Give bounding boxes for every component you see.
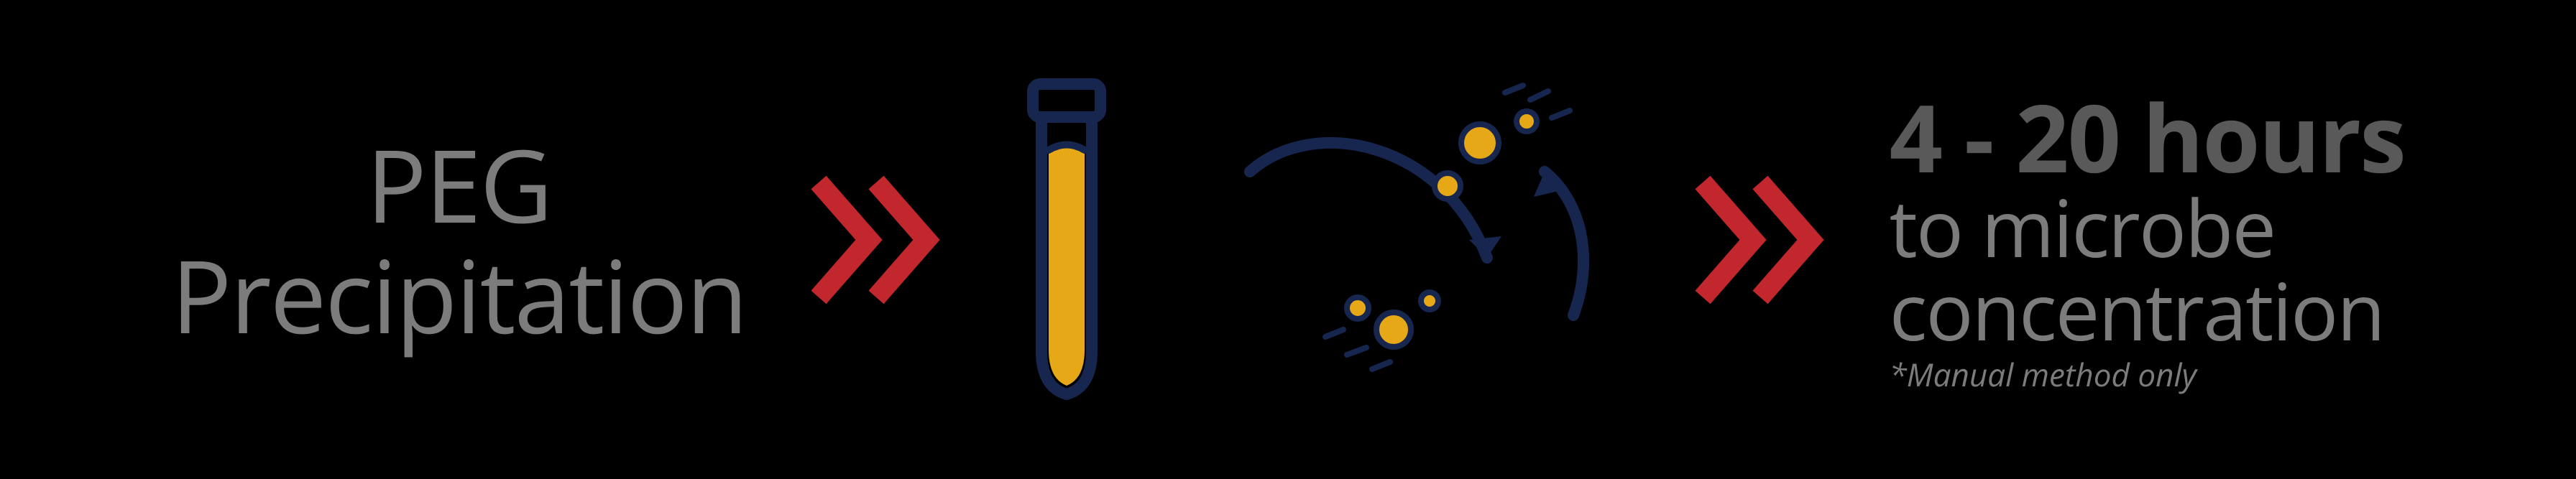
- double-chevron-icon: [1681, 161, 1839, 319]
- infographic-row: PEG Precipitation: [0, 0, 2576, 479]
- method-title-line1: PEG: [171, 129, 746, 240]
- chevron-right-1: [797, 161, 955, 319]
- result-footnote: *Manual method only: [1890, 358, 2405, 391]
- method-title-line2: Precipitation: [171, 240, 746, 350]
- chevron-right-2: [1681, 161, 1839, 319]
- method-title: PEG Precipitation: [171, 129, 746, 350]
- result-text: 4 - 20 hours to microbe concentration *M…: [1890, 88, 2405, 391]
- particles-cycle-icon: [1171, 78, 1631, 401]
- process-icons: [1006, 78, 1631, 401]
- double-chevron-icon: [797, 161, 955, 319]
- result-duration: 4 - 20 hours: [1890, 88, 2405, 187]
- result-line3: concentration: [1890, 269, 2405, 353]
- test-tube-icon: [1006, 78, 1128, 401]
